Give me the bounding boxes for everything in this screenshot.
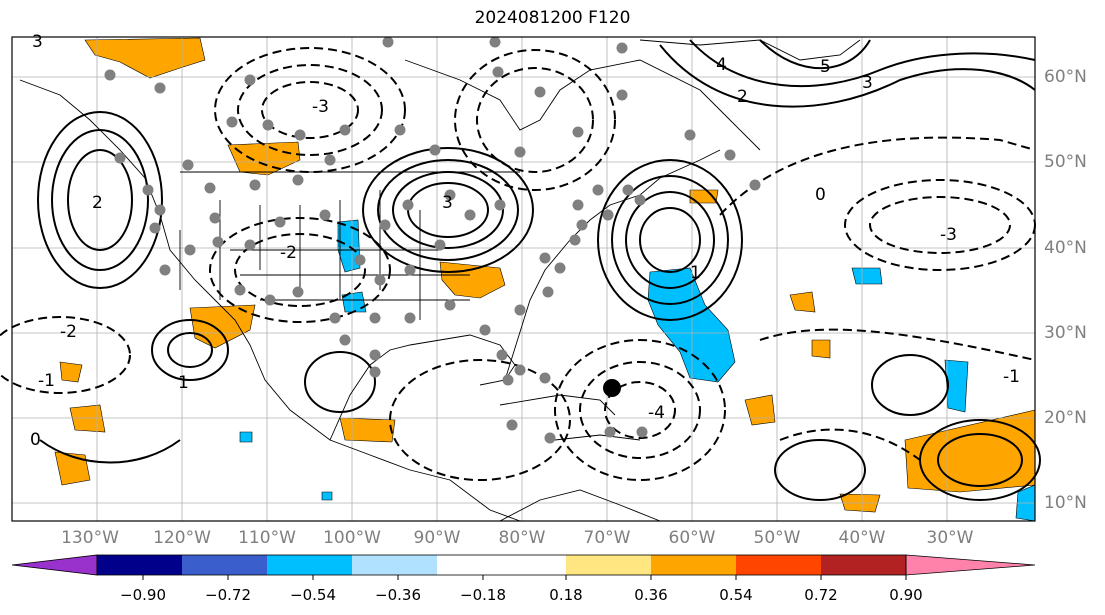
contour-label: -3 [940, 225, 957, 245]
negative-contours [0, 47, 1036, 481]
contour-label: 3 [442, 193, 453, 213]
colorbar-tick-label: 0.72 [804, 586, 838, 604]
lat-label: 10°N [1044, 493, 1087, 513]
colorbar-segment [566, 555, 651, 575]
contour-label: 4 [716, 55, 727, 75]
contour-label: 5 [820, 57, 831, 77]
colorbar-segment [821, 555, 906, 575]
negative-anomaly-shading [239, 219, 1036, 522]
colorbar-tick-label: 0.90 [889, 586, 923, 604]
lat-label: 30°N [1044, 323, 1087, 343]
lat-label: 20°N [1044, 408, 1087, 428]
contour-label: 3 [32, 32, 43, 52]
map-frame [11, 36, 1036, 522]
colorbar-tick-label: −0.54 [290, 586, 336, 604]
map-title: 2024081200 F120 [474, 8, 631, 28]
lat-label: 50°N [1044, 152, 1087, 172]
storm-center-marker [603, 379, 621, 397]
contour-label: 1 [690, 263, 701, 283]
contour-label: 3 [862, 73, 873, 93]
contour-label: -3 [312, 97, 329, 117]
lon-label: 40°W [838, 528, 886, 548]
colorbar [11, 554, 1036, 580]
colorbar-tick-label: −0.18 [460, 586, 506, 604]
colorbar-tick-label: −0.90 [120, 586, 166, 604]
colorbar-segment [182, 555, 267, 575]
lon-label: 80°W [498, 528, 546, 548]
colorbar-tick-label: 0.36 [634, 586, 668, 604]
lon-label: 70°W [583, 528, 631, 548]
contour-label: -2 [60, 322, 77, 342]
contour-label: -2 [280, 243, 297, 263]
coastlines [19, 39, 861, 522]
lat-label: 40°N [1044, 238, 1087, 258]
colorbar-segment [352, 555, 437, 575]
positive-contours [37, 39, 1041, 501]
lon-label: 110°W [238, 528, 296, 548]
contour-label: 0 [30, 430, 41, 450]
map-panel: 3 2 1 0 -1 -2 -3 4 5 3 2 1 0 -1 -2 -3 -4… [0, 32, 1041, 522]
contour-label: 0 [815, 185, 826, 205]
colorbar-segment [267, 555, 352, 575]
colorbar-tick-label: −0.36 [375, 586, 421, 604]
lat-label: 60°N [1044, 67, 1087, 87]
colorbar-tick-label: 0.18 [549, 586, 583, 604]
colorbar-tick-label: −0.72 [205, 586, 251, 604]
contour-label: 2 [737, 87, 748, 107]
lon-label: 60°W [668, 528, 716, 548]
contour-label: -1 [38, 371, 55, 391]
lon-label: 30°W [926, 528, 974, 548]
colorbar-segment [651, 555, 736, 575]
contour-label: -4 [648, 403, 665, 423]
lon-label: 120°W [153, 528, 211, 548]
colorbar-tick-label: 0.54 [719, 586, 753, 604]
contour-label: 2 [92, 193, 103, 213]
contour-label: 1 [178, 373, 189, 393]
colorbar-segment [437, 555, 566, 575]
contour-labels: 3 2 1 0 -1 -2 -3 4 5 3 2 1 0 -1 -2 -3 -4… [30, 32, 1020, 450]
colorbar-extend-min [11, 554, 98, 576]
lon-label: 100°W [323, 528, 381, 548]
lon-label: 90°W [413, 528, 461, 548]
lon-label: 130°W [61, 528, 119, 548]
lon-label: 50°W [753, 528, 801, 548]
colorbar-extend-max [905, 554, 1036, 576]
contour-label: -1 [1003, 367, 1020, 387]
station-dots [104, 36, 761, 444]
colorbar-segment [736, 555, 821, 575]
colorbar-segment [97, 555, 182, 575]
